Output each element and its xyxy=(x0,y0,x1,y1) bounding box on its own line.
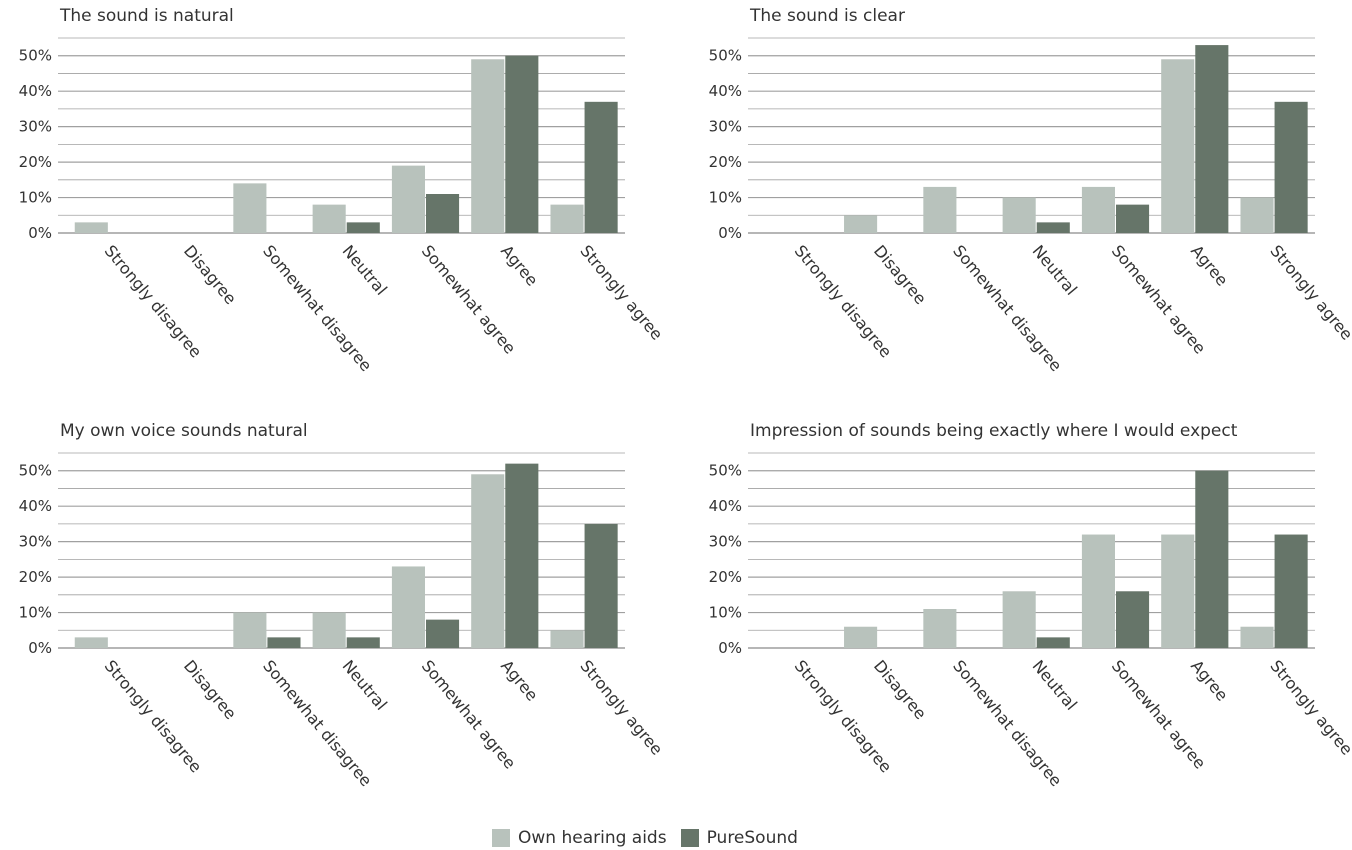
bar-puresound xyxy=(425,619,460,648)
bar-own-hearing-aids xyxy=(1161,534,1195,648)
legend-label-own: Own hearing aids xyxy=(518,828,667,848)
chart-panel-4: Impression of sounds being exactly where… xyxy=(709,421,1352,790)
bar-own-hearing-aids xyxy=(1240,197,1274,233)
bar-puresound xyxy=(1036,637,1070,648)
x-tick-label: Disagree xyxy=(870,241,930,308)
bar-puresound xyxy=(425,194,460,233)
chart-panel-3: My own voice sounds natural 0% 10% 20% 30% 40… xyxy=(19,421,667,790)
bar-own-hearing-aids xyxy=(844,215,878,233)
bar-own-hearing-aids xyxy=(312,612,346,648)
chart-legend: Own hearing aids PureSound xyxy=(492,826,798,850)
bar-puresound xyxy=(346,637,380,648)
bar-puresound xyxy=(1115,204,1150,233)
y-tick-label: 30% xyxy=(709,533,742,551)
y-tick-label: 10% xyxy=(709,604,742,622)
bar-own-hearing-aids xyxy=(391,566,425,648)
bar-own-hearing-aids xyxy=(844,626,878,648)
legend-item-pure: PureSound xyxy=(680,828,798,848)
x-tick-label: Strongly agree xyxy=(576,241,666,343)
bar-own-hearing-aids xyxy=(391,165,425,233)
bar-own-hearing-aids xyxy=(471,59,505,233)
x-tick-label: Agree xyxy=(497,656,542,704)
bar-own-hearing-aids xyxy=(1081,186,1115,233)
bar-puresound xyxy=(346,222,380,233)
bar-own-hearing-aids xyxy=(233,183,267,233)
chart-title: The sound is clear xyxy=(749,6,905,26)
bar-puresound xyxy=(267,637,301,648)
bar-puresound xyxy=(1274,101,1308,234)
x-tick-label: Agree xyxy=(497,241,542,289)
bar-own-hearing-aids xyxy=(74,222,108,233)
y-tick-label: 50% xyxy=(19,47,52,65)
bar-puresound xyxy=(1115,591,1150,648)
bar-puresound xyxy=(1274,534,1308,648)
bar-puresound xyxy=(505,55,539,234)
bar-own-hearing-aids xyxy=(550,630,584,648)
y-tick-label: 50% xyxy=(709,462,742,480)
bar-puresound xyxy=(584,101,618,234)
y-tick-label: 0% xyxy=(28,224,52,242)
legend-label-pure: PureSound xyxy=(706,828,798,848)
x-tick-label: Strongly agree xyxy=(576,656,666,758)
bar-puresound xyxy=(1195,470,1229,648)
bar-puresound xyxy=(1195,45,1229,233)
y-tick-label: 20% xyxy=(19,153,52,171)
y-tick-label: 30% xyxy=(709,118,742,136)
y-tick-label: 50% xyxy=(19,462,52,480)
y-tick-label: 50% xyxy=(709,47,742,65)
y-tick-label: 10% xyxy=(19,189,52,207)
y-tick-label: 40% xyxy=(19,497,52,515)
y-tick-label: 30% xyxy=(19,533,52,551)
legend-swatch-own xyxy=(492,829,510,847)
bar-own-hearing-aids xyxy=(1161,59,1195,233)
y-tick-label: 20% xyxy=(709,153,742,171)
x-tick-label: Neutral xyxy=(1029,656,1082,713)
x-tick-label: Disagree xyxy=(180,241,240,308)
y-tick-label: 10% xyxy=(709,189,742,207)
y-tick-label: 40% xyxy=(709,82,742,100)
chart-panel-2: The sound is clear 0% 10% 20% 30% 40% 50% Stron… xyxy=(709,6,1352,375)
chart-title: Impression of sounds being exactly where… xyxy=(750,421,1238,441)
y-tick-label: 20% xyxy=(709,568,742,586)
bar-puresound xyxy=(505,463,539,648)
y-tick-label: 0% xyxy=(28,639,52,657)
x-tick-label: Agree xyxy=(1187,656,1232,704)
bar-own-hearing-aids xyxy=(923,186,957,233)
legend-swatch-pure xyxy=(680,829,699,847)
bar-own-hearing-aids xyxy=(1002,591,1036,648)
y-tick-label: 40% xyxy=(19,82,52,100)
bar-own-hearing-aids xyxy=(471,474,505,648)
bar-own-hearing-aids xyxy=(923,609,957,648)
chart-title: My own voice sounds natural xyxy=(60,421,308,441)
y-tick-label: 20% xyxy=(19,568,52,586)
bar-own-hearing-aids xyxy=(1081,534,1115,648)
x-tick-label: Strongly agree xyxy=(1266,656,1352,758)
bar-own-hearing-aids xyxy=(1002,197,1036,233)
bar-own-hearing-aids xyxy=(1240,626,1274,648)
x-tick-label: Disagree xyxy=(870,656,930,723)
x-tick-label: Neutral xyxy=(339,241,392,298)
chart-panel-1: The sound is natural 0% 10% 20% 30% 40% 50% Str… xyxy=(19,6,667,375)
legend-item-own: Own hearing aids xyxy=(492,828,667,848)
y-tick-label: 0% xyxy=(718,224,742,242)
x-tick-label: Disagree xyxy=(180,656,240,723)
bar-own-hearing-aids xyxy=(312,204,346,233)
x-tick-label: Agree xyxy=(1187,241,1232,289)
bar-puresound xyxy=(584,523,618,648)
bar-own-hearing-aids xyxy=(74,637,108,648)
chart-title: The sound is natural xyxy=(59,6,234,26)
y-tick-label: 30% xyxy=(19,118,52,136)
bar-puresound xyxy=(1036,222,1070,233)
x-tick-label: Strongly agree xyxy=(1266,241,1352,343)
bar-own-hearing-aids xyxy=(233,612,267,648)
x-tick-label: Neutral xyxy=(339,656,392,713)
x-tick-label: Neutral xyxy=(1029,241,1082,298)
y-tick-label: 40% xyxy=(709,497,742,515)
y-tick-label: 10% xyxy=(19,604,52,622)
bar-own-hearing-aids xyxy=(550,204,584,233)
y-tick-label: 0% xyxy=(718,639,742,657)
